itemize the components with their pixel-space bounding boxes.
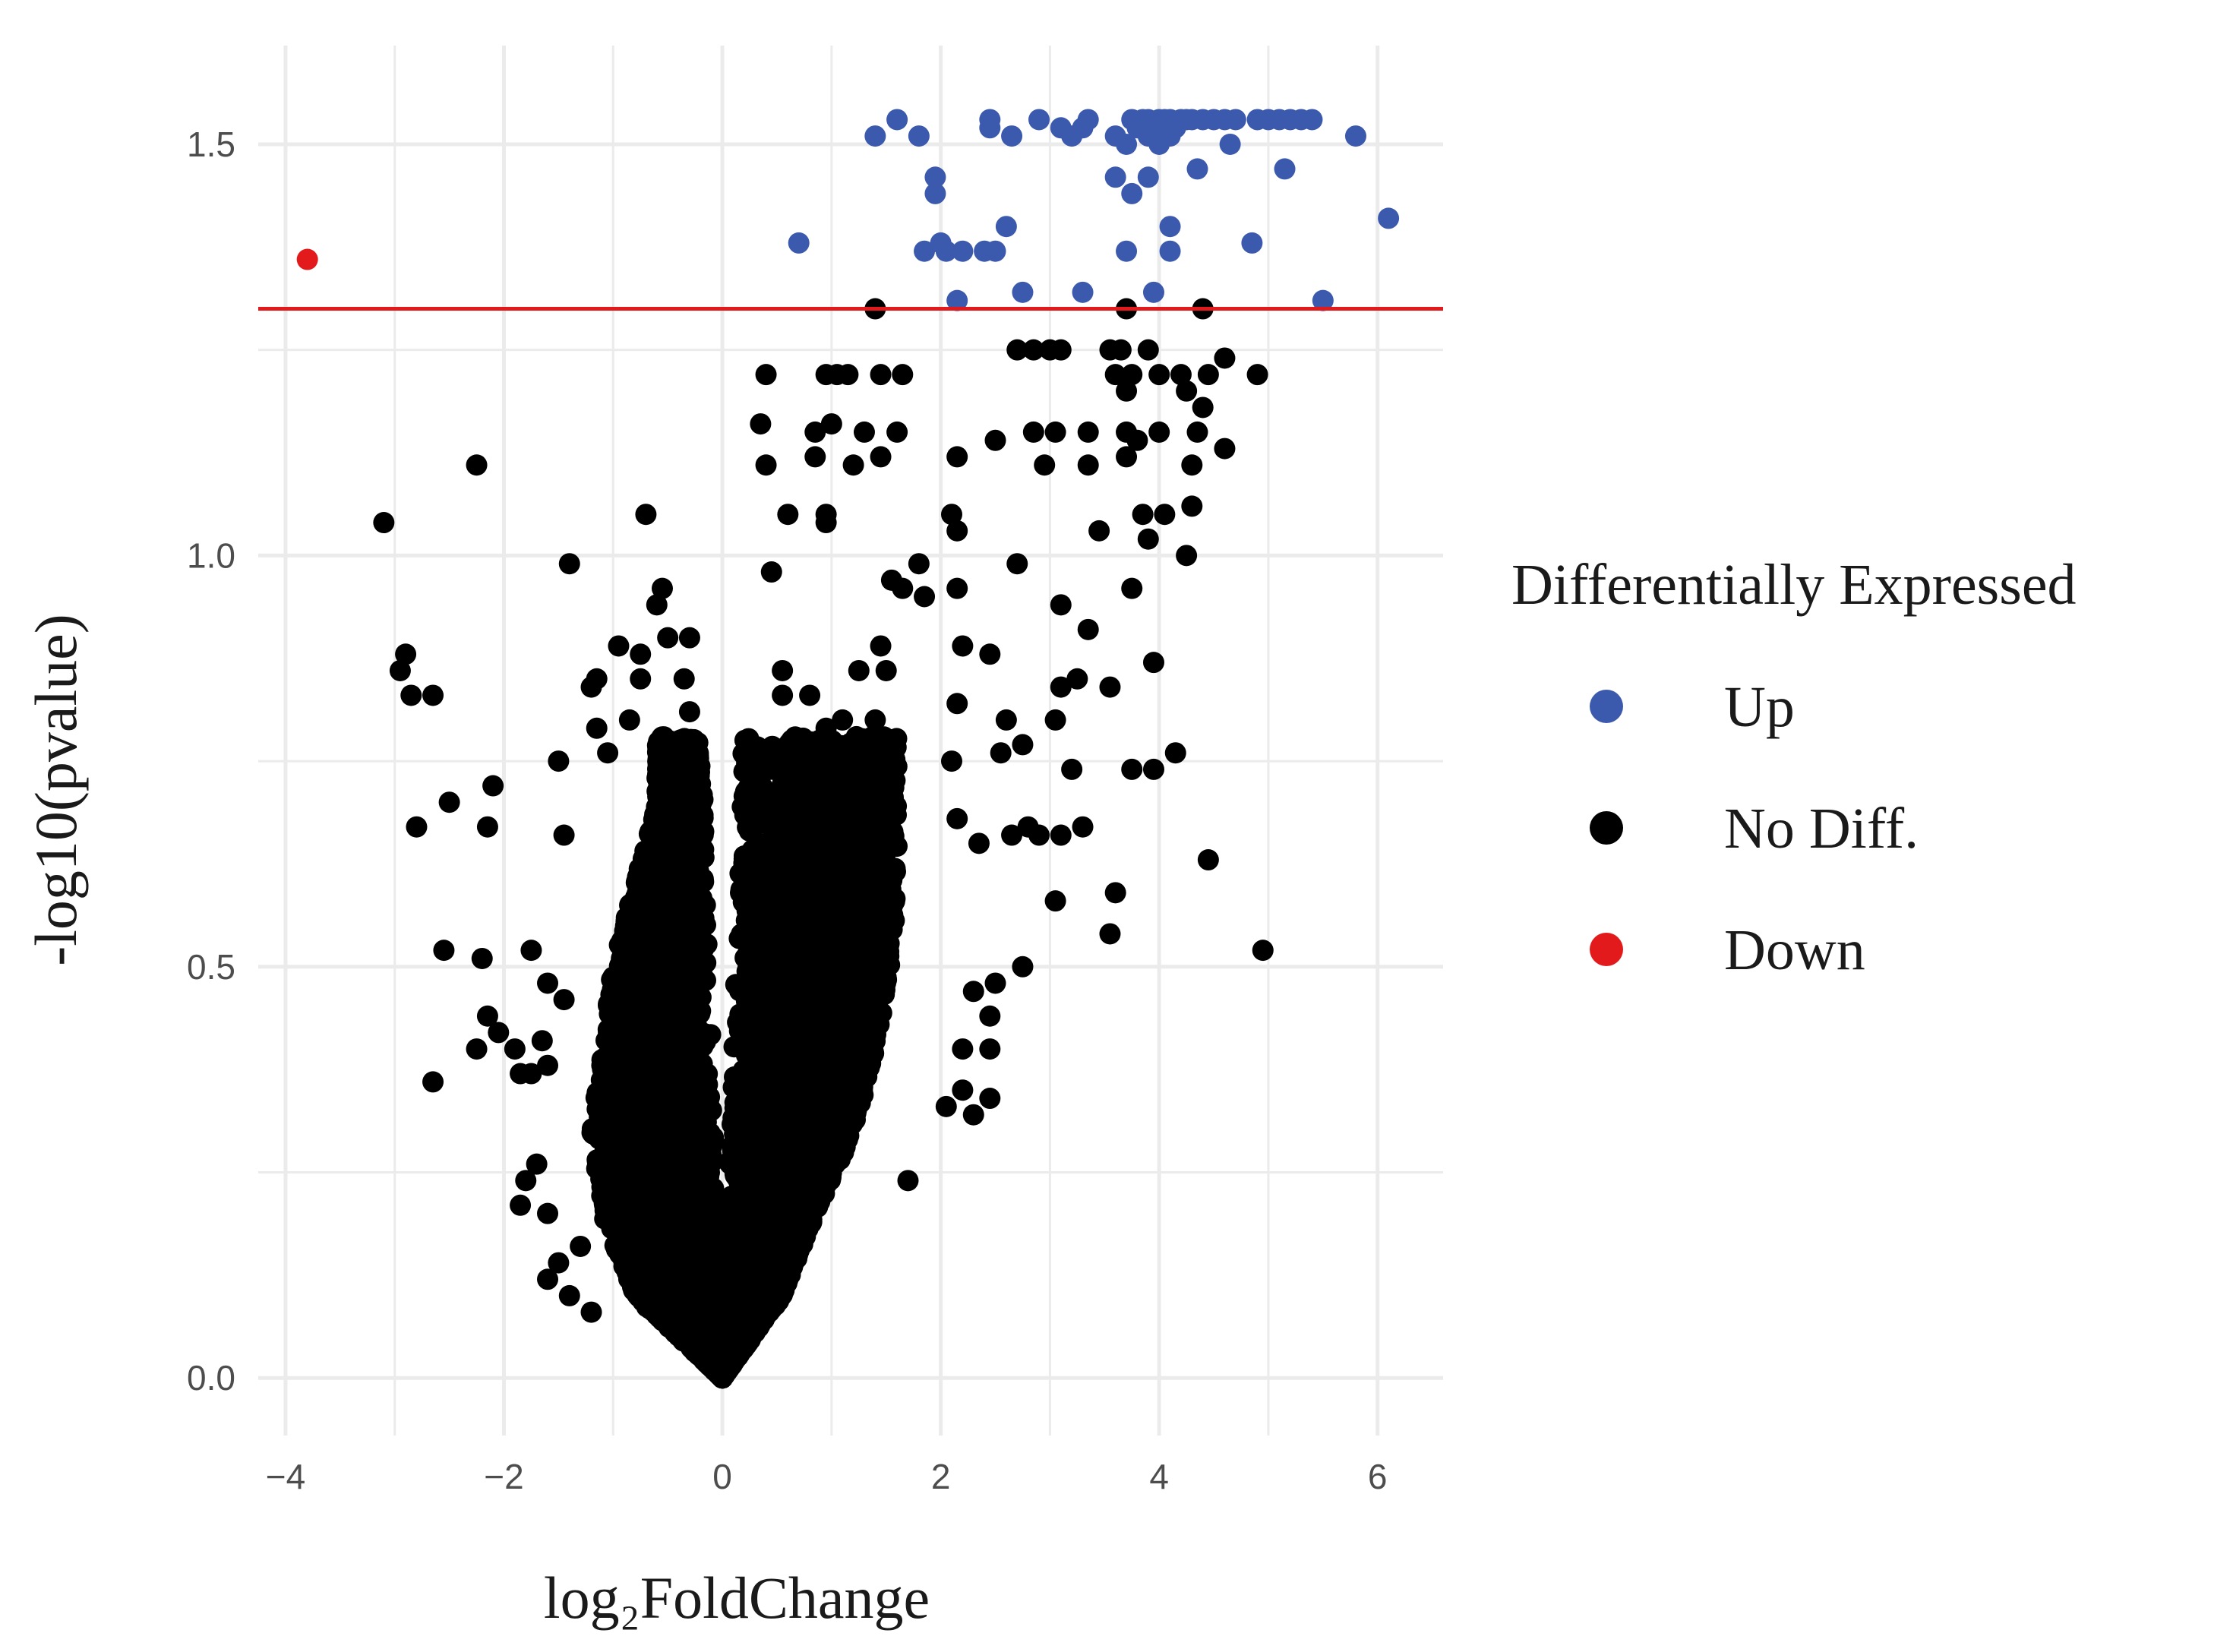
no-diff-points	[373, 298, 1274, 1389]
